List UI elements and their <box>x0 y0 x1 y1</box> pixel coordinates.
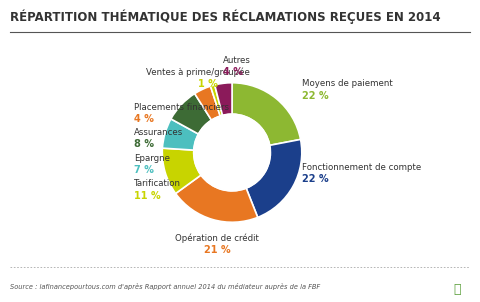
Text: RÉPARTITION THÉMATIQUE DES RÉCLAMATIONS REÇUES EN 2014: RÉPARTITION THÉMATIQUE DES RÉCLAMATIONS … <box>10 9 440 24</box>
Text: Source : lafinancepourtous.com d'après Rapport annuel 2014 du médiateur auprès d: Source : lafinancepourtous.com d'après R… <box>10 283 320 290</box>
Text: 22 %: 22 % <box>302 91 328 101</box>
Wedge shape <box>232 83 300 145</box>
Text: 22 %: 22 % <box>302 174 328 184</box>
Circle shape <box>193 114 270 191</box>
Text: Moyens de paiement: Moyens de paiement <box>302 79 393 88</box>
Text: Opération de crédit: Opération de crédit <box>175 234 259 243</box>
Text: Assurances: Assurances <box>134 128 184 137</box>
Wedge shape <box>211 85 223 116</box>
Wedge shape <box>162 148 201 194</box>
Wedge shape <box>171 94 212 134</box>
Text: Ventes à prime/groupée: Ventes à prime/groupée <box>146 68 250 77</box>
Wedge shape <box>176 175 258 222</box>
Text: Fonctionnement de compte: Fonctionnement de compte <box>302 163 421 172</box>
Text: 11 %: 11 % <box>134 191 161 201</box>
Text: 21 %: 21 % <box>204 245 230 255</box>
Text: Epargne: Epargne <box>134 154 170 163</box>
Wedge shape <box>195 86 220 120</box>
Text: 4 %: 4 % <box>223 67 242 77</box>
Text: Autres: Autres <box>223 56 251 65</box>
Text: 🌳: 🌳 <box>453 283 461 296</box>
Text: 1 %: 1 % <box>198 79 218 89</box>
Text: Tarification: Tarification <box>134 179 181 188</box>
Text: 8 %: 8 % <box>134 139 155 149</box>
Wedge shape <box>246 140 302 217</box>
Wedge shape <box>215 83 232 115</box>
Text: 4 %: 4 % <box>134 114 154 124</box>
Text: 7 %: 7 % <box>134 165 154 175</box>
Wedge shape <box>162 119 198 150</box>
Text: Placements financiers: Placements financiers <box>134 103 229 112</box>
